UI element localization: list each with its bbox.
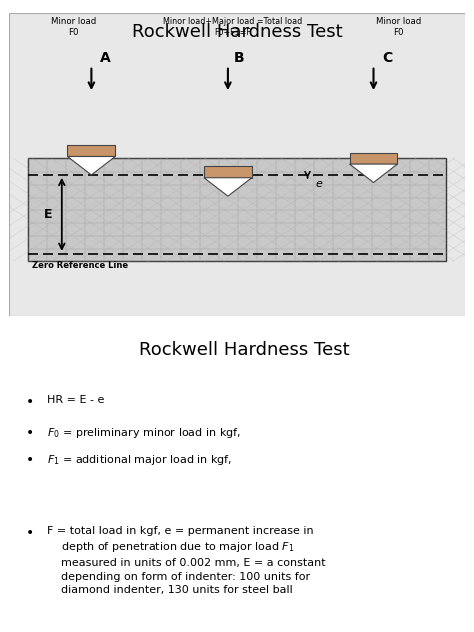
Text: Rockwell Hardness Test: Rockwell Hardness Test [139, 341, 349, 359]
Text: F = total load in kgf, e = permanent increase in
    depth of penetration due to: F = total load in kgf, e = permanent inc… [47, 526, 326, 595]
Text: •: • [26, 526, 35, 540]
Text: Minor load
F0: Minor load F0 [51, 17, 96, 37]
Text: Zero Reference Line: Zero Reference Line [32, 262, 128, 270]
Polygon shape [350, 164, 397, 183]
Polygon shape [67, 157, 115, 175]
Text: Minor load+Major load =Total load
F0+F1=F: Minor load+Major load =Total load F0+F1=… [163, 17, 302, 37]
Bar [204, 166, 252, 178]
Text: E: E [44, 208, 53, 221]
Text: Rockwell Hardness Test: Rockwell Hardness Test [132, 23, 342, 41]
Text: •: • [26, 396, 35, 410]
Text: B: B [234, 51, 245, 65]
Text: •: • [26, 453, 35, 467]
Bar [67, 145, 115, 157]
Text: $F_0$ = preliminary minor load in kgf,: $F_0$ = preliminary minor load in kgf, [47, 426, 241, 440]
Bar [27, 158, 447, 262]
Text: •: • [26, 426, 35, 440]
Text: C: C [382, 51, 392, 65]
Text: Minor load
F0: Minor load F0 [376, 17, 421, 37]
Text: A: A [100, 51, 110, 65]
Text: HR = E - e: HR = E - e [47, 396, 105, 405]
Text: $F_1$ = additional major load in kgf,: $F_1$ = additional major load in kgf, [47, 453, 233, 467]
Text: e: e [316, 179, 323, 190]
Bar [350, 152, 397, 164]
Polygon shape [204, 178, 252, 196]
